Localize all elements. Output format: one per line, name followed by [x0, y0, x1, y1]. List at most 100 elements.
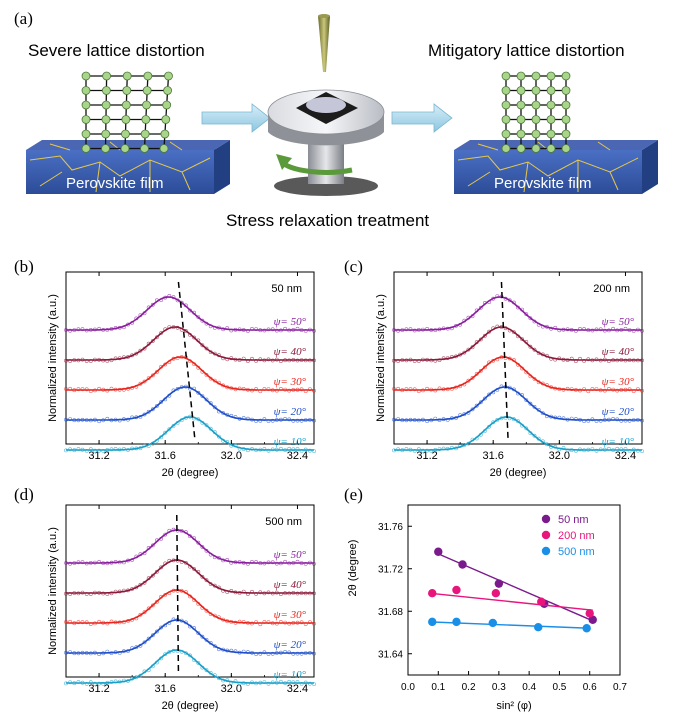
data-point: [101, 358, 106, 363]
data-point: [503, 415, 508, 420]
data-point: [76, 418, 81, 423]
lattice-atom: [546, 115, 556, 124]
data-point: [72, 418, 77, 423]
data-point: [150, 339, 155, 343]
data-point: [425, 448, 430, 453]
data-point: [416, 447, 421, 452]
data-point: [138, 582, 143, 587]
data-point: [171, 588, 176, 593]
data-point: [146, 668, 151, 673]
data-point: [631, 418, 636, 423]
data-point: [307, 358, 312, 363]
chart-e: 0.0 0.1 0.2 0.3 0.4 0.5 0.6 0.7 31.64 31.68 31.72 3…: [347, 504, 627, 712]
data-point: [553, 357, 558, 362]
data-point: [105, 358, 110, 363]
data-point: [312, 651, 316, 656]
data-point: [574, 328, 578, 333]
data-point: [520, 337, 525, 342]
data-point: [163, 623, 168, 628]
data-point: [117, 651, 122, 655]
data-point: [200, 394, 205, 399]
data-point: [171, 558, 176, 563]
data-point: [76, 620, 81, 625]
data-point: [299, 620, 304, 625]
data-point: [254, 652, 259, 657]
data-point: [487, 424, 492, 429]
data-point: [283, 387, 288, 392]
data-point: [392, 358, 396, 363]
data-point: [192, 626, 197, 630]
data-point: [307, 591, 312, 596]
data-point: [303, 680, 308, 685]
data-point: [208, 671, 213, 675]
plot-frame: [393, 271, 643, 445]
data-point: [142, 379, 147, 384]
data-point: [262, 447, 267, 451]
data-point: [536, 436, 541, 441]
data-point: [512, 417, 516, 422]
data-point: [524, 339, 529, 344]
data-point: [134, 675, 139, 680]
data-point: [640, 418, 644, 423]
data-point: [488, 618, 497, 628]
data-point: [429, 387, 434, 392]
data-point: [159, 594, 164, 599]
data-point: [291, 591, 296, 595]
data-point: [93, 388, 97, 393]
data-point: [307, 448, 312, 453]
data-point: [404, 358, 409, 363]
data-point: [237, 446, 242, 451]
data-point: [72, 358, 77, 363]
data-point: [122, 417, 126, 422]
data-point: [200, 606, 205, 610]
panel-label-e: (e): [344, 485, 363, 504]
data-point: [449, 445, 454, 450]
data-point: [109, 680, 114, 684]
data-point: [250, 326, 254, 331]
data-point: [445, 326, 450, 331]
data-point: [93, 417, 97, 422]
lattice-atom: [501, 115, 511, 124]
data-point: [586, 418, 591, 423]
data-point: [408, 357, 413, 362]
data-point: [507, 356, 512, 361]
data-point: [105, 621, 110, 626]
data-point: [250, 650, 254, 655]
data-point: [68, 650, 73, 655]
data-point: [229, 443, 234, 448]
data-point: [212, 378, 217, 383]
fit-line: [429, 592, 593, 611]
data-point: [441, 417, 446, 422]
data-point: [470, 375, 475, 380]
data-point: [561, 357, 566, 362]
data-point: [64, 681, 68, 686]
data-point: [76, 680, 81, 684]
data-point: [553, 386, 558, 391]
data-point: [93, 327, 97, 332]
data-point: [126, 558, 130, 563]
data-point: [130, 320, 135, 325]
data-point: [93, 560, 97, 565]
data-point: [266, 448, 271, 453]
plot-frame: [65, 271, 315, 445]
data-point: [130, 587, 135, 591]
data-point: [188, 359, 192, 364]
lattice-atom: [531, 86, 541, 95]
data-point: [204, 372, 209, 377]
data-point: [516, 305, 520, 310]
panel-label-d: (d): [14, 485, 34, 504]
data-point: [636, 417, 640, 422]
data-point: [241, 620, 246, 624]
data-point: [154, 629, 159, 634]
data-point: [578, 356, 582, 361]
data-point: [150, 633, 155, 638]
data-point: [122, 560, 126, 565]
data-point: [150, 603, 155, 608]
x-tick-label: 0.7: [613, 682, 627, 693]
x-tick-label: 0.3: [492, 682, 506, 693]
data-point: [594, 448, 599, 453]
data-point: [150, 573, 155, 578]
x-tick-label: 32.4: [615, 450, 636, 462]
data-point: [196, 540, 201, 545]
data-point: [163, 593, 168, 597]
